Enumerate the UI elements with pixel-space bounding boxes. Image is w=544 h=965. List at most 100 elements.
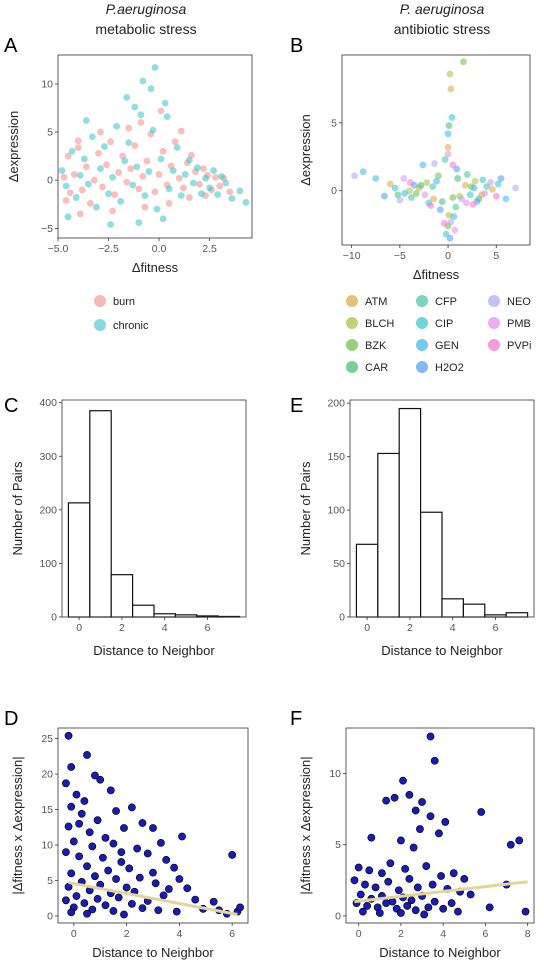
panel-e-ytick-label: 150 <box>327 451 345 463</box>
point-blch <box>471 177 479 185</box>
point-pvpi <box>440 219 448 227</box>
point-chronic <box>76 171 84 179</box>
point-burn <box>165 199 173 207</box>
point-chronic <box>228 195 236 202</box>
data-point <box>178 832 186 841</box>
data-point <box>64 731 73 740</box>
data-point <box>83 909 91 918</box>
data-point <box>375 909 384 917</box>
data-point <box>378 869 386 878</box>
panel-b-xtick-label: 5 <box>493 250 499 262</box>
panel-a-xtick-label: −2.5 <box>98 243 119 255</box>
data-point <box>117 858 126 866</box>
data-point <box>83 751 91 759</box>
legend-label-burn: burn <box>113 296 135 308</box>
panel-f-y-axis-title: |Δfitness x Δexpression| <box>298 756 313 894</box>
point-cfp <box>408 194 415 201</box>
point-chronic <box>189 179 197 187</box>
left-header-condition: metabolic stress <box>95 21 196 37</box>
point-chronic <box>133 163 141 171</box>
panel-letter-c: C <box>4 395 18 417</box>
panel-c-ytick-label: 0 <box>51 612 57 624</box>
point-gen <box>433 177 440 185</box>
panel-d-ytick-label: 15 <box>41 804 53 816</box>
data-point <box>371 883 380 892</box>
panel-d-ytick-label: 10 <box>41 840 53 852</box>
point-chronic <box>109 173 116 181</box>
data-point <box>439 904 448 913</box>
panel-c-histogram: 0 2 4 6 0 100 200 300 400 Distance to Neighbor Num… <box>10 397 247 658</box>
data-point <box>365 866 374 875</box>
point-burn <box>74 137 82 145</box>
histogram-bar <box>67 502 91 618</box>
point-chronic <box>92 203 100 211</box>
panel-b-ytick-label: 0 <box>331 185 337 197</box>
data-point <box>420 910 429 919</box>
histogram-bar <box>153 613 176 618</box>
point-car <box>394 191 402 199</box>
data-point <box>466 890 475 899</box>
point-gen <box>401 190 409 197</box>
data-point <box>109 907 118 915</box>
point-burn <box>62 197 70 204</box>
data-point <box>413 883 422 892</box>
point-burn <box>107 138 114 146</box>
data-point <box>386 859 395 868</box>
point-bzk <box>449 194 457 201</box>
data-point <box>88 905 97 914</box>
data-point <box>93 816 102 825</box>
panel-f-xtick-label: 6 <box>482 928 488 940</box>
panel-e-ytick-label: 50 <box>333 558 345 570</box>
point-chronic <box>173 144 181 151</box>
point-gen <box>419 161 427 169</box>
data-point <box>125 864 134 873</box>
panel-a-xtick-label: 0.0 <box>152 243 167 255</box>
panel-e-xtick-label: 4 <box>450 622 456 634</box>
point-blch <box>423 179 431 186</box>
data-point <box>437 872 445 880</box>
data-point <box>388 897 397 906</box>
legend-key-chronic <box>94 319 106 331</box>
data-point <box>112 807 120 815</box>
data-point <box>138 819 147 827</box>
panel-d-ytick-label: 25 <box>41 733 53 745</box>
point-h2o2 <box>446 234 454 242</box>
point-chronic <box>123 93 131 101</box>
panel-e-frame <box>349 399 535 618</box>
legend-label-atm: ATM <box>365 296 387 308</box>
point-chronic <box>181 171 189 178</box>
point-chronic <box>139 77 147 85</box>
panel-f-x-axis-title: Distance to Neighbor <box>379 945 501 960</box>
data-point <box>409 843 418 852</box>
data-point <box>98 853 107 862</box>
point-chronic <box>97 165 104 173</box>
histogram-bar <box>505 612 529 618</box>
data-point <box>430 756 439 765</box>
data-point <box>441 818 450 826</box>
data-point <box>358 907 367 916</box>
panel-f-points <box>350 732 530 919</box>
point-cfp <box>452 203 460 211</box>
panel-a-ytick-label: 5 <box>47 127 53 139</box>
panel-b-x-axis-title: Δfitness <box>413 267 460 282</box>
data-point <box>127 803 136 812</box>
point-gen <box>359 168 367 176</box>
data-point <box>64 822 73 831</box>
data-point <box>109 839 118 848</box>
panel-c-ytick-label: 300 <box>39 451 57 463</box>
legend-label-neo: NEO <box>507 296 531 308</box>
point-chronic <box>62 182 70 190</box>
point-chronic <box>147 85 155 93</box>
panel-b-xtick-label: −5 <box>394 250 406 262</box>
data-point <box>83 862 91 871</box>
data-point <box>460 874 469 883</box>
data-point <box>91 771 99 780</box>
data-point <box>77 809 86 818</box>
legend-key-bzk <box>346 339 358 351</box>
panel-c-ytick-label: 100 <box>39 558 57 570</box>
data-point <box>93 894 102 903</box>
panel-letter-b: B <box>290 35 303 57</box>
point-pvpi <box>449 161 457 169</box>
data-point <box>69 837 78 846</box>
legend-key-atm <box>346 295 358 307</box>
